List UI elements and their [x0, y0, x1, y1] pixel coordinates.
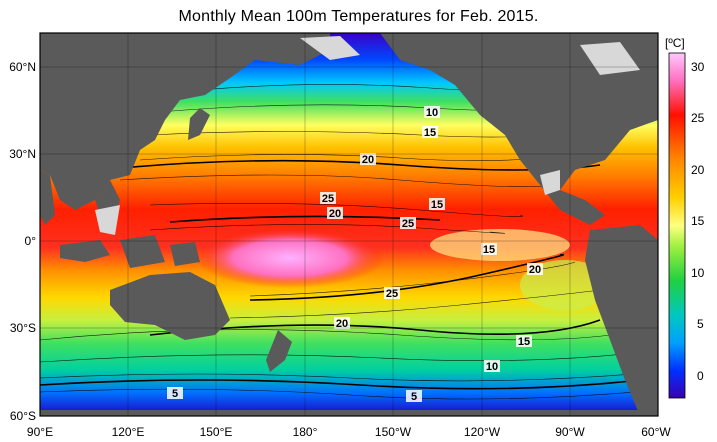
lon-label: 60°W	[641, 425, 671, 439]
lon-label: 90°E	[27, 425, 53, 439]
colorbar-tick: 25	[691, 111, 705, 125]
india	[40, 170, 55, 225]
contour-label-bg	[481, 243, 497, 255]
new-zealand	[266, 330, 292, 372]
latitude-labels: 60°N 30°N 0° 30°S 60°S	[9, 60, 36, 423]
contour-label: 5	[172, 388, 178, 400]
map-title: Monthly Mean 100m Temperatures for Feb. …	[178, 8, 539, 25]
contour-label-bg	[424, 106, 440, 118]
contour-label-bg	[167, 387, 183, 399]
contour-label-bg	[360, 153, 376, 165]
contour-label: 20	[329, 208, 341, 220]
colorbar-tick: 0	[697, 369, 704, 383]
antarctica	[40, 410, 658, 416]
contour-label: 15	[483, 244, 495, 256]
lon-label: 120°W	[464, 425, 501, 439]
lat-label: 60°S	[10, 409, 36, 423]
lat-label: 60°N	[9, 60, 36, 74]
contour-label: 25	[386, 288, 398, 300]
contour-label: 15	[431, 199, 443, 211]
contour-label-bg	[406, 390, 422, 402]
contour-label: 20	[362, 154, 374, 166]
contour-label: 20	[336, 318, 348, 330]
lon-label: 150°W	[375, 425, 412, 439]
graticule	[40, 33, 658, 416]
japan	[188, 108, 210, 140]
contour-label-bg	[384, 287, 400, 299]
contour-label-bg	[327, 207, 343, 219]
contour-label: 15	[424, 127, 436, 139]
south-america	[585, 225, 658, 416]
land	[40, 33, 658, 416]
north-america	[380, 33, 658, 225]
contour-label: 10	[486, 361, 498, 373]
contour-label-bg	[320, 192, 336, 204]
colorbar-tick: 5	[697, 317, 704, 331]
lat-label: 30°S	[10, 321, 36, 335]
lon-label: 120°E	[112, 425, 145, 439]
longitude-labels: 90°E 120°E 150°E 180° 150°W 120°W 90°W 6…	[27, 425, 671, 439]
lon-label: 180°	[293, 425, 318, 439]
ice-mask	[95, 36, 640, 235]
colorbar-tick: 20	[691, 163, 705, 177]
contour-label: 10	[426, 107, 438, 119]
contour-label-bg	[334, 317, 350, 329]
warm-pool	[195, 228, 385, 288]
asia-landmass	[40, 33, 330, 210]
contour-label-bg	[516, 335, 532, 347]
contour-label-bg	[422, 126, 438, 138]
indonesia	[60, 235, 200, 268]
contour-label-group: 10 15 20 25 20 15 25 15 20 25 20 15 10 5 5	[167, 106, 543, 403]
contour-label: 20	[529, 264, 541, 276]
contour-label: 15	[518, 336, 530, 348]
colorbar-unit: [ºC]	[665, 36, 685, 50]
colorbar-ramp	[668, 52, 686, 399]
colorbar-tick: 15	[691, 214, 705, 228]
colorbar: [ºC] 30 25 20 15 10 5 0	[665, 36, 705, 399]
colorbar-tick: 30	[691, 60, 705, 74]
contour-label-bg	[400, 217, 416, 229]
australia	[110, 272, 230, 340]
lat-label: 30°N	[9, 147, 36, 161]
lon-label: 90°W	[555, 425, 585, 439]
lon-label: 150°E	[200, 425, 233, 439]
contour-label-bg	[429, 198, 445, 210]
colorbar-tick: 10	[691, 266, 705, 280]
equatorial-cold-tongue	[430, 229, 570, 261]
map-frame	[39, 32, 659, 417]
contour-label: 5	[411, 391, 417, 403]
lat-label: 0°	[25, 234, 37, 248]
contour-label-bg	[484, 360, 500, 372]
contour-label: 25	[322, 193, 334, 205]
contour-label-bg	[527, 263, 543, 275]
contour-label: 25	[402, 218, 414, 230]
